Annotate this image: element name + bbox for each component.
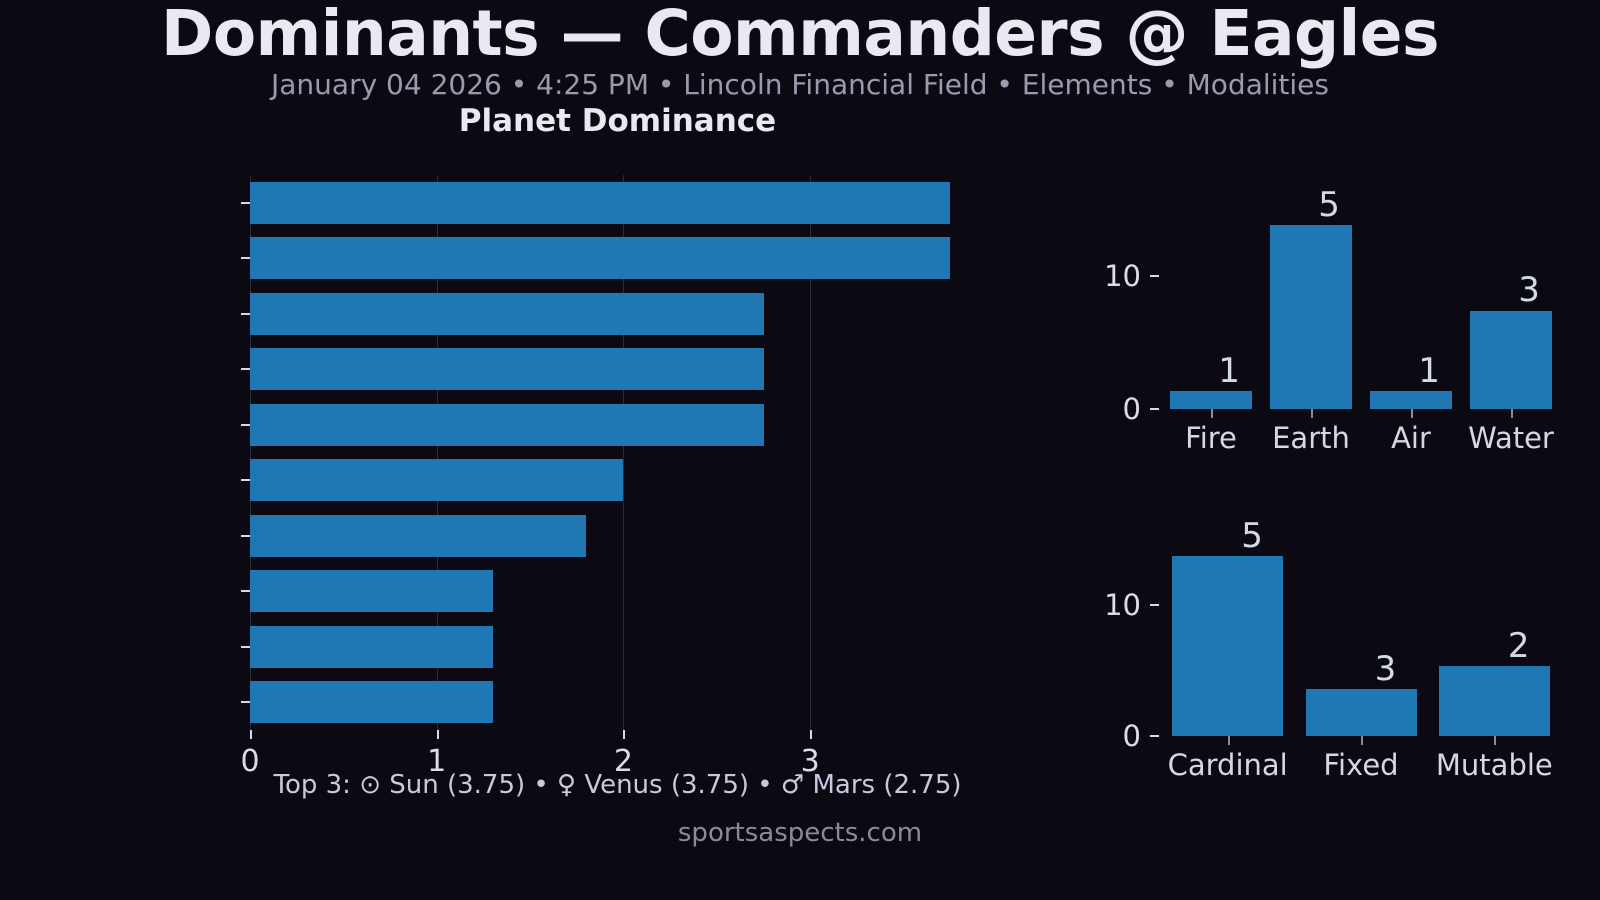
x-axis-tick [1361, 736, 1363, 745]
y-axis-tick [1150, 274, 1159, 277]
planet-bar [250, 570, 493, 613]
x-axis-tick [250, 730, 252, 739]
x-axis-tick [1411, 409, 1413, 418]
bar-value-label: 2 [1507, 626, 1530, 667]
top3-caption: Top 3: ⊙ Sun (3.75) • ♀ Venus (3.75) • ♂… [273, 770, 962, 800]
x-axis-tick [1511, 409, 1513, 418]
page-subtitle: January 04 2026 • 4:25 PM • Lincoln Fina… [271, 68, 1329, 101]
x-axis-tick-label: 3 [800, 744, 820, 779]
bar-row [250, 514, 1010, 557]
category-bar [1438, 666, 1550, 736]
bar-value-label: 5 [1241, 516, 1263, 557]
bar-value-label: 5 [1318, 185, 1340, 226]
page-title: Dominants — Commanders @ Eagles [161, 0, 1439, 70]
x-axis-tick [810, 730, 813, 739]
elements-chart: 0 10 1 Fire 5 Earth 1 Air 3 Water [1050, 185, 1595, 455]
category-label: Cardinal [1167, 748, 1288, 782]
bar-row [250, 459, 1010, 502]
bar-value-label: 1 [1218, 351, 1240, 392]
planet-bar [250, 181, 951, 224]
y-axis-tick-label: 10 [1104, 587, 1141, 622]
x-gridline [436, 175, 438, 730]
x-axis-tick [1311, 409, 1313, 418]
x-gridline [623, 175, 625, 730]
category-label: Air [1391, 421, 1431, 455]
bar-row [250, 237, 1010, 280]
y-axis-tick [1150, 735, 1159, 737]
modalities-plot-area: 0 10 5 Cardinal 3 Fixed 2 Mutable [1104, 516, 1561, 782]
x-axis-tick [436, 730, 439, 739]
y-axis-tick-label: 0 [1122, 392, 1141, 426]
planet-bar [250, 237, 951, 280]
y-axis-tick [241, 201, 250, 204]
planet-bar [250, 292, 764, 335]
category-label: Fire [1185, 421, 1237, 455]
bar-row [250, 181, 1010, 224]
x-axis-tick [1494, 736, 1497, 745]
category-label: Fixed [1323, 748, 1399, 782]
x-axis-tick-label: 1 [427, 744, 447, 779]
category-bar [1370, 391, 1452, 409]
y-axis-tick [1150, 408, 1159, 410]
y-axis-tick [241, 257, 250, 260]
category-bar [1172, 556, 1284, 736]
bar-value-label: 3 [1374, 648, 1397, 689]
bar-row [250, 625, 1010, 668]
y-axis-tick [241, 534, 250, 537]
category-label: Earth [1272, 421, 1350, 455]
elements-plot-area: 0 10 1 Fire 5 Earth 1 Air 3 Water [1104, 185, 1561, 455]
y-axis-tick [241, 423, 250, 426]
x-gridline [810, 175, 812, 730]
planet-bar [250, 459, 624, 502]
x-axis-tick [1211, 409, 1213, 418]
bar-value-label: 3 [1518, 270, 1540, 311]
x-axis-tick [623, 730, 626, 739]
bar-row [250, 292, 1010, 335]
planet-bar [250, 514, 587, 557]
modalities-chart: 0 10 5 Cardinal 3 Fixed 2 Mutable [1050, 510, 1595, 782]
planet-panel-title: Planet Dominance [458, 103, 777, 139]
bar-row [250, 348, 1010, 391]
y-axis-tick [241, 590, 250, 593]
planet-bar [250, 348, 764, 391]
planet-bar [250, 625, 493, 668]
y-axis-tick [241, 368, 250, 371]
y-axis-tick-label: 0 [1122, 719, 1141, 753]
category-label: Water [1468, 421, 1554, 455]
y-axis-tick [241, 479, 250, 482]
category-bar [1270, 225, 1352, 409]
y-axis-tick-label: 10 [1104, 258, 1141, 293]
category-bar [1170, 391, 1252, 409]
y-axis-tick [241, 701, 250, 704]
x-axis-tick [1227, 736, 1230, 745]
category-label: Mutable [1435, 748, 1553, 782]
bar-row [250, 403, 1010, 446]
y-axis-tick [241, 645, 250, 648]
bar-row [250, 570, 1010, 613]
category-bar [1305, 688, 1417, 736]
bar-row [250, 681, 1010, 724]
y-axis-tick [241, 312, 250, 315]
x-axis-tick-label: 0 [240, 744, 260, 779]
site-watermark: sportsaspects.com [677, 818, 923, 848]
x-gridline [250, 175, 251, 730]
bar-value-label: 1 [1418, 351, 1440, 392]
category-bar [1470, 310, 1552, 409]
y-axis-tick [1150, 603, 1159, 606]
planet-bar [250, 403, 764, 446]
planet-bar [250, 681, 493, 724]
x-axis-tick-label: 2 [613, 744, 633, 779]
